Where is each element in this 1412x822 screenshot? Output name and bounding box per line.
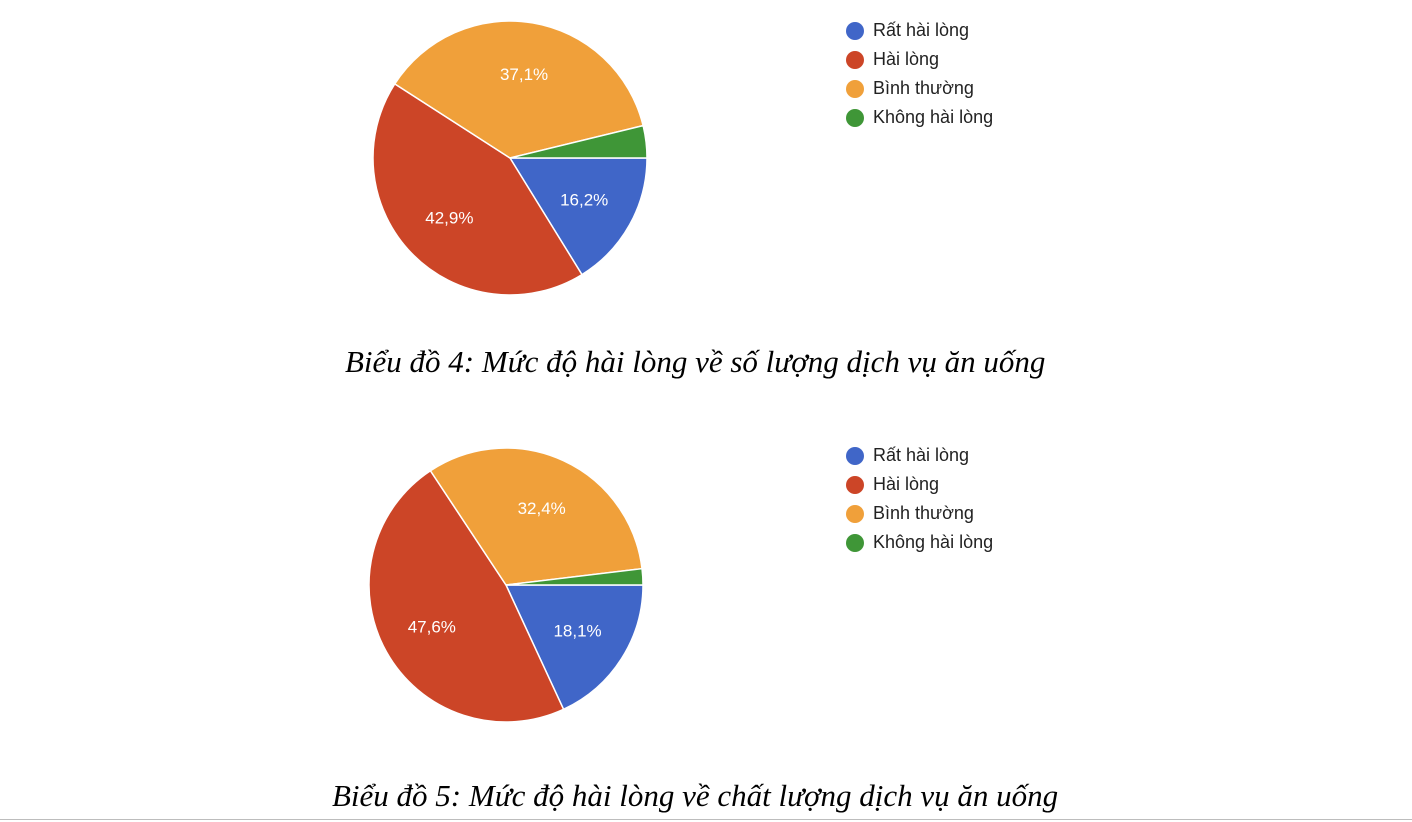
legend-swatch [846,533,864,552]
pie-slice-khong-hai-long [509,124,648,159]
slice-data-label: 16,2% [560,190,608,209]
chart-caption: Biểu đồ 4: Mức độ hài lòng về số lượng d… [345,344,1046,379]
slice-data-label: 37,1% [500,65,548,84]
legend-label: Rất hài lòng [873,20,970,40]
legend-swatch [846,475,864,494]
legend-label: Hài lòng [873,474,940,494]
pie-slice-khong-hai-long [505,567,644,586]
legend-chart-5: Rất hài lòng Hài lòng Bình thường Không … [846,441,993,557]
legend-item-rat-hai-long: Rất hài lòng [846,16,993,45]
legend-label: Không hài lòng [873,532,994,552]
slice-data-label: 18,1% [553,622,601,641]
pie-slice-rat-hai-long [504,584,644,711]
bottom-divider [0,819,1412,820]
slice-data-label: 32,4% [518,499,566,518]
pie-slice-binh-thuong [429,447,643,586]
slice-data-label: 47,6% [408,617,456,636]
legend-label: Hài lòng [873,49,940,69]
legend-swatch [846,504,864,523]
pie-slice-rat-hai-long [508,157,648,276]
slice-data-label: 42,9% [425,208,473,227]
legend-swatch [846,446,864,465]
pie-chart-4: 16,2% 42,9% 37,1% [372,20,648,296]
legend-swatch [846,108,864,127]
legend-item-hai-long: Hài lòng [846,470,993,499]
legend-item-binh-thuong: Bình thường [846,499,993,528]
legend-item-hai-long: Hài lòng [846,45,993,74]
legend-label: Bình thường [873,503,974,523]
legend-chart-4: Rất hài lòng Hài lòng Bình thường Không … [846,16,993,132]
legend-swatch [846,50,864,69]
chart-5: 18,1% 47,6% 32,4% Rất hài lòng Hài lòng Bì… [0,420,1412,820]
pie-chart-5: 18,1% 47,6% 32,4% [368,447,644,723]
legend-item-binh-thuong: Bình thường [846,74,993,103]
chart-4: 16,2% 42,9% 37,1% Rất hài lòng Hài lòng Bì… [0,0,1412,400]
pie-slice-hai-long [372,82,583,296]
legend-item-khong-hai-long: Không hài lòng [846,103,993,132]
legend-label: Rất hài lòng [873,445,970,465]
chart-caption: Biểu đồ 5: Mức độ hài lòng về chất lượng… [332,778,1059,813]
pie-slice-binh-thuong [393,20,645,159]
legend-label: Không hài lòng [873,107,994,127]
legend-item-rat-hai-long: Rất hài lòng [846,441,993,470]
pie-slice-hai-long [368,469,565,723]
legend-swatch [846,21,864,40]
legend-item-khong-hai-long: Không hài lòng [846,528,993,557]
legend-label: Bình thường [873,78,974,98]
legend-swatch [846,79,864,98]
